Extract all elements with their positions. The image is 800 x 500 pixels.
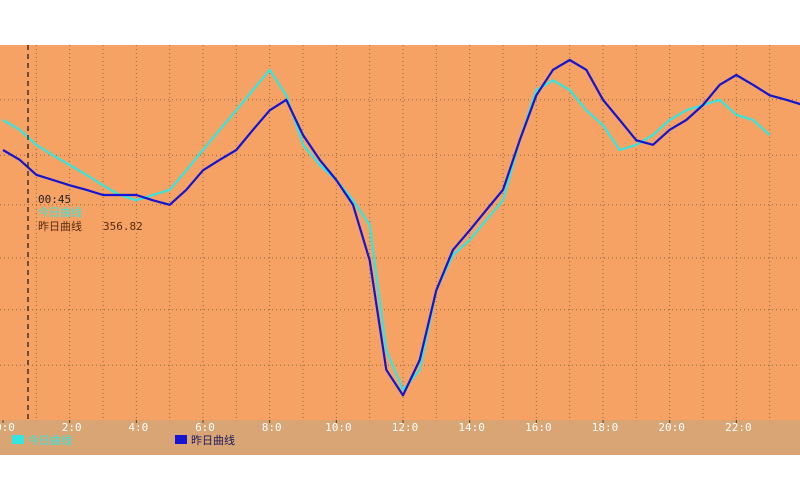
- cursor-time: 00:45: [38, 193, 71, 206]
- x-tick-label: 22:0: [725, 421, 752, 434]
- x-tick-label: 2:0: [62, 421, 82, 434]
- x-tick-label: 12:0: [392, 421, 419, 434]
- x-tick-label: 16:0: [525, 421, 552, 434]
- x-tick-label: 8:0: [262, 421, 282, 434]
- axis-strip: [0, 420, 800, 455]
- x-tick-label: 6:0: [195, 421, 215, 434]
- x-tick-label: 14:0: [458, 421, 485, 434]
- cursor-value: 356.82: [103, 220, 143, 233]
- cursor-today: 今日曲线: [38, 205, 82, 219]
- cursor-yesterday: 昨日曲线: [38, 219, 82, 233]
- plot-area: [0, 45, 800, 420]
- legend-swatch: [12, 435, 24, 444]
- series-line: [2, 58, 800, 397]
- x-tick-label: 4:0: [128, 421, 148, 434]
- x-tick-label: 0:0: [0, 421, 15, 434]
- x-tick-label: 20:0: [658, 421, 685, 434]
- x-tick-label: 10:0: [325, 421, 352, 434]
- legend-label: 昨日曲线: [191, 433, 235, 447]
- legend-label: 今日曲线: [28, 433, 72, 447]
- x-tick-label: 18:0: [592, 421, 619, 434]
- legend-swatch: [175, 435, 187, 444]
